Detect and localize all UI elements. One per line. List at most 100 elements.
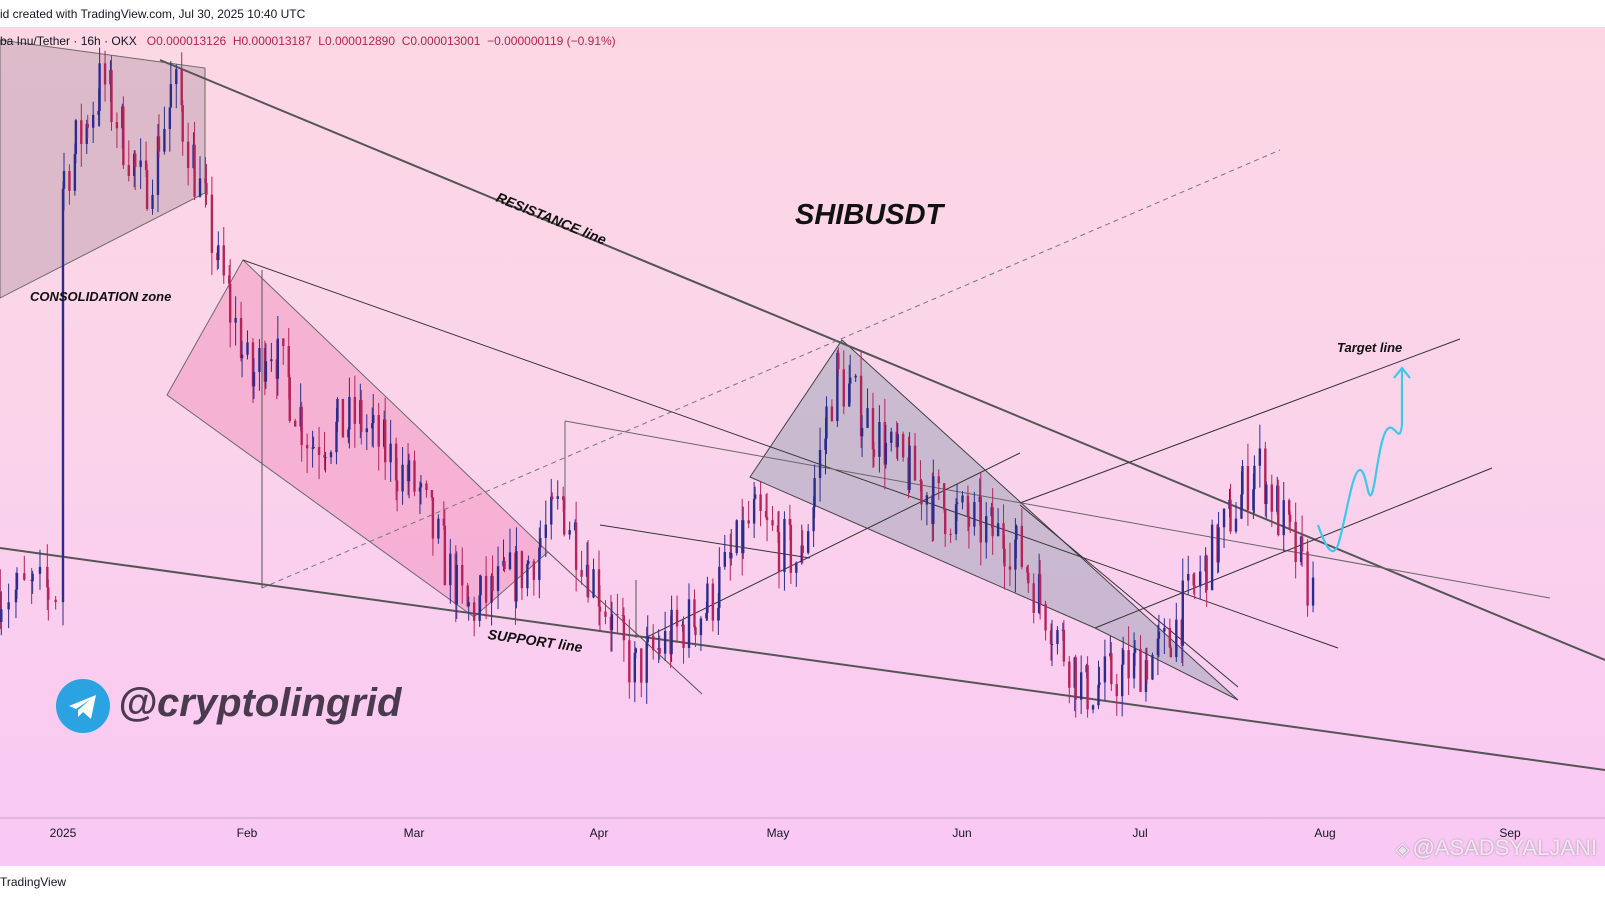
- candle-body: [1210, 524, 1214, 591]
- descending-channel: [166, 259, 549, 618]
- candle-body: [139, 160, 142, 168]
- candle-body: [1163, 627, 1166, 632]
- candle-body: [764, 510, 768, 518]
- created-with-text: id created with TradingView.com, Jul 30,…: [0, 7, 306, 21]
- candle-body: [193, 144, 196, 197]
- candle-body: [788, 518, 792, 525]
- candle-body: [520, 551, 524, 589]
- candle-body: [484, 575, 488, 603]
- candle-body: [628, 640, 631, 683]
- candle-body: [1103, 656, 1107, 683]
- candle-body: [663, 630, 667, 654]
- candle-body: [395, 480, 399, 492]
- candle-body: [91, 114, 95, 128]
- telegram-handle[interactable]: @cryptolingrid: [118, 681, 402, 725]
- candle-body: [1253, 465, 1256, 490]
- candle-body: [806, 531, 810, 553]
- telegram-badge[interactable]: [56, 679, 110, 733]
- candle-body: [0, 609, 3, 622]
- candle-body: [526, 563, 529, 589]
- candle-body: [38, 566, 42, 574]
- candle-body: [377, 415, 380, 447]
- candle-body: [110, 70, 113, 123]
- dashed-trendline: [261, 149, 1281, 589]
- resistance-line[interactable]: [159, 59, 1605, 661]
- candle-body: [311, 447, 314, 449]
- candle-body: [1015, 525, 1018, 540]
- candle-body: [329, 452, 333, 458]
- candle-body: [86, 123, 89, 128]
- tradingview-brand[interactable]: TradingView: [0, 875, 67, 889]
- candle-body: [1300, 536, 1304, 552]
- candle-body: [616, 614, 619, 616]
- candle-body: [550, 496, 553, 525]
- candle-body: [818, 449, 822, 479]
- candle-body: [896, 434, 899, 448]
- candle-body: [1258, 448, 1262, 466]
- candle-body: [1020, 525, 1024, 568]
- candle-body: [240, 354, 244, 359]
- candle-body: [85, 123, 88, 144]
- candle-body: [777, 532, 781, 573]
- candle-body: [670, 609, 673, 655]
- candle-body: [604, 611, 607, 617]
- candle-body: [442, 518, 446, 526]
- candle-body: [574, 522, 578, 570]
- june-wedge-lower: [1019, 504, 1239, 688]
- candle-body: [610, 614, 614, 631]
- candle-body: [288, 377, 291, 421]
- candle-body: [652, 635, 655, 651]
- candle-body: [937, 476, 940, 484]
- price-chart[interactable]: 2025 Feb Mar Apr May Jun Jul Aug Sep: [0, 27, 1605, 866]
- open-value: O0.000013126: [146, 34, 227, 48]
- candle-body: [966, 495, 970, 517]
- candle-body: [561, 496, 565, 500]
- candle-body: [407, 460, 411, 482]
- candle-body: [1205, 555, 1208, 591]
- candle-body: [1091, 705, 1095, 710]
- candle-body: [1127, 650, 1130, 679]
- candle-body: [640, 648, 643, 683]
- candle-body: [151, 194, 154, 209]
- candle-body: [401, 464, 404, 492]
- x-tick-label: Jun: [952, 826, 971, 840]
- candle-body: [1074, 657, 1077, 700]
- candle-body: [1032, 583, 1035, 613]
- candle-body: [336, 398, 339, 422]
- candle-body: [824, 438, 827, 450]
- candle-body: [848, 383, 851, 407]
- candle-body: [515, 551, 518, 602]
- candle-body: [508, 552, 512, 570]
- candle-body: [675, 609, 679, 627]
- candle-body: [1079, 672, 1083, 700]
- candle-body: [98, 63, 101, 111]
- x-tick-label: May: [767, 826, 790, 840]
- candle-body: [742, 520, 745, 554]
- candle-body: [181, 105, 184, 142]
- candle-body: [771, 520, 774, 526]
- candle-body: [425, 483, 428, 491]
- candle-body: [723, 551, 726, 567]
- chart-area[interactable]: ba Inu/Tether · 16h · OKX O0.000013126 H…: [0, 27, 1605, 866]
- candle-body: [568, 530, 571, 535]
- candle-body: [645, 642, 648, 683]
- candle-body: [210, 194, 214, 253]
- support-line[interactable]: [0, 547, 1605, 771]
- candle-body: [973, 502, 976, 527]
- candle-body: [186, 141, 190, 169]
- change-value: −0.000000119 (−0.91%): [487, 34, 616, 48]
- candle-body: [1003, 548, 1006, 567]
- candle-body: [1049, 630, 1053, 645]
- candle-body: [246, 342, 249, 355]
- candle-body: [1246, 465, 1250, 511]
- target-projection-path: [1316, 370, 1404, 553]
- candle-body: [300, 406, 303, 445]
- candle-body: [305, 444, 309, 449]
- candle-body: [323, 454, 326, 458]
- candle-body: [144, 160, 148, 171]
- target-line[interactable]: [1019, 338, 1461, 504]
- target-arrow-head-icon: [1393, 366, 1411, 379]
- candle-body: [394, 443, 398, 481]
- candle-body: [1240, 494, 1243, 519]
- candle-body: [932, 476, 935, 525]
